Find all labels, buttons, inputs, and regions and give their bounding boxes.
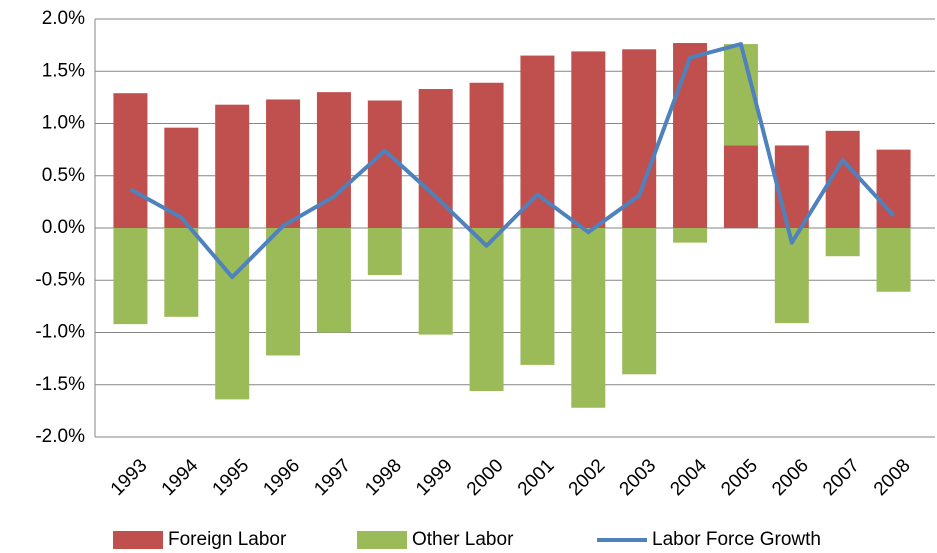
x-tick-label: 1997 xyxy=(310,455,355,500)
legend-swatch xyxy=(113,531,163,549)
bar xyxy=(520,228,555,365)
y-tick-label: 0.5% xyxy=(42,165,85,186)
x-tick-label: 2004 xyxy=(666,455,711,500)
bar xyxy=(876,228,911,292)
bar xyxy=(469,82,504,229)
bar xyxy=(520,55,555,229)
x-tick-label: 1993 xyxy=(107,455,152,500)
y-tick-label: 0.0% xyxy=(42,217,85,238)
bar xyxy=(774,145,809,228)
x-tick-label: 1994 xyxy=(158,455,203,500)
x-tick-label: 2003 xyxy=(616,455,661,500)
x-tick-label: 2008 xyxy=(870,455,915,500)
y-tick-label: 1.0% xyxy=(42,113,85,134)
bar xyxy=(316,228,351,333)
bar xyxy=(825,228,860,257)
x-tick-label: 1998 xyxy=(361,455,406,500)
x-tick-label: 1996 xyxy=(259,455,304,500)
legend-label: Foreign Labor xyxy=(168,529,287,550)
x-tick-label: 1995 xyxy=(209,455,254,500)
x-tick-label: 2006 xyxy=(768,455,813,500)
legend-swatch xyxy=(357,531,407,549)
bar xyxy=(164,228,199,317)
y-tick-label: -0.5% xyxy=(35,269,85,290)
bar xyxy=(215,228,250,400)
bar xyxy=(316,92,351,229)
bar xyxy=(571,51,606,228)
x-tick-label: 1999 xyxy=(412,455,457,500)
bar xyxy=(113,93,148,228)
bar xyxy=(622,49,657,229)
legend-label: Other Labor xyxy=(412,529,514,550)
bar xyxy=(418,228,453,335)
bar xyxy=(266,99,301,228)
x-tick-label: 2002 xyxy=(565,455,610,500)
y-tick-label: 1.5% xyxy=(42,60,85,81)
legend-label: Labor Force Growth xyxy=(652,529,821,550)
bar xyxy=(622,228,657,375)
y-tick-label: -1.0% xyxy=(35,322,85,343)
bar xyxy=(571,228,606,408)
bar xyxy=(673,43,708,228)
x-tick-label: 2005 xyxy=(717,455,762,500)
bar xyxy=(876,149,911,228)
x-tick-label: 2007 xyxy=(819,455,864,500)
x-tick-label: 2001 xyxy=(514,455,559,500)
y-tick-label: -1.5% xyxy=(35,374,85,395)
bar xyxy=(723,145,758,228)
bar xyxy=(367,228,402,276)
bar xyxy=(469,228,504,392)
x-tick-label: 2000 xyxy=(463,455,508,500)
y-tick-label: 2.0% xyxy=(42,8,85,29)
y-tick-label: -2.0% xyxy=(35,426,85,447)
bar xyxy=(673,228,708,243)
line xyxy=(129,42,896,280)
bar xyxy=(113,228,148,325)
bar xyxy=(266,228,301,356)
bar xyxy=(215,104,250,228)
bar xyxy=(367,100,402,228)
